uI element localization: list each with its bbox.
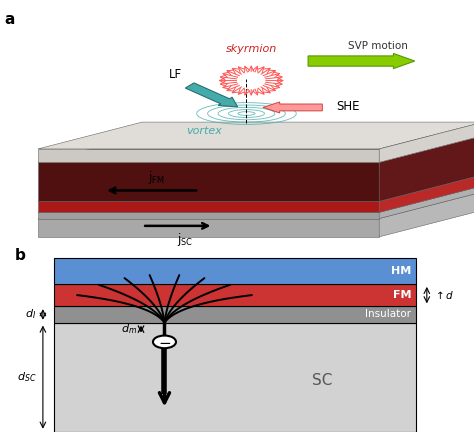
Text: b: b (15, 248, 26, 262)
Bar (54, 306, 416, 323)
FancyArrow shape (185, 83, 237, 107)
Circle shape (153, 336, 176, 348)
Text: $\uparrow d$: $\uparrow d$ (433, 289, 455, 301)
Bar (54, 258, 416, 284)
Polygon shape (379, 192, 474, 237)
Text: LF: LF (169, 68, 182, 81)
Polygon shape (38, 201, 379, 212)
Polygon shape (38, 192, 474, 218)
Text: $d_I$: $d_I$ (25, 307, 36, 321)
Text: HM: HM (391, 266, 411, 276)
Text: j$_{\mathregular{SC}}$: j$_{\mathregular{SC}}$ (177, 231, 193, 248)
Polygon shape (379, 186, 474, 218)
Polygon shape (38, 218, 379, 237)
Polygon shape (38, 149, 379, 162)
FancyArrow shape (263, 102, 322, 113)
Text: $-$: $-$ (158, 334, 171, 349)
Bar (54, 284, 416, 306)
Polygon shape (379, 122, 474, 162)
Text: j$_{\mathregular{FM}}$: j$_{\mathregular{FM}}$ (148, 169, 164, 186)
Bar (54, 323, 416, 432)
Text: a: a (5, 12, 15, 27)
Text: vortex: vortex (186, 126, 222, 136)
Text: Insulator: Insulator (365, 310, 411, 320)
Text: FM: FM (392, 290, 411, 300)
Text: SVP motion: SVP motion (348, 41, 408, 51)
Polygon shape (379, 174, 474, 212)
Polygon shape (38, 212, 379, 218)
FancyArrow shape (308, 54, 415, 68)
Text: $d_m$: $d_m$ (121, 322, 137, 336)
Polygon shape (38, 162, 379, 201)
Polygon shape (38, 174, 474, 201)
Polygon shape (38, 122, 474, 149)
Text: skyrmion: skyrmion (226, 44, 277, 54)
Text: $d_{SC}$: $d_{SC}$ (17, 370, 36, 384)
Polygon shape (38, 186, 474, 212)
Polygon shape (38, 136, 474, 162)
Text: SC: SC (312, 373, 332, 388)
Polygon shape (379, 136, 474, 201)
Text: SHE: SHE (337, 100, 360, 113)
